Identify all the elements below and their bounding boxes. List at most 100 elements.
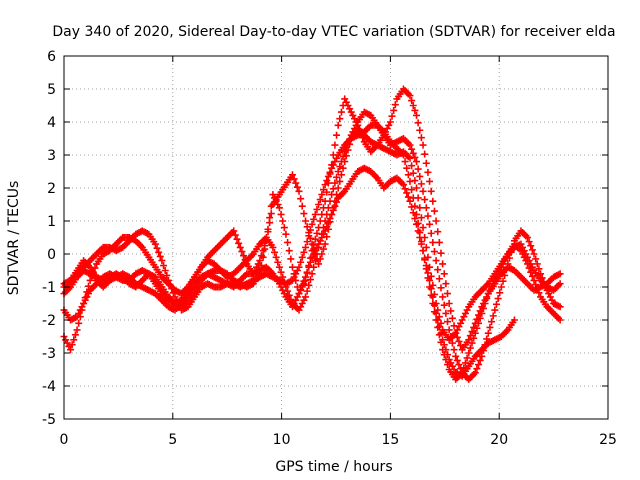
data-point-marker: [417, 134, 425, 142]
data-point-marker: [401, 158, 409, 166]
data-point-marker: [468, 328, 476, 336]
data-point-marker: [318, 191, 326, 199]
x-axis-label: GPS time / hours: [275, 459, 392, 475]
data-point-marker: [310, 263, 318, 271]
data-point-marker: [486, 323, 494, 331]
data-point-marker: [298, 202, 306, 210]
data-point-marker: [319, 204, 327, 212]
data-point-marker: [318, 250, 326, 258]
data-point-marker: [303, 287, 311, 295]
data-point-marker: [341, 158, 349, 166]
data-point-marker: [444, 361, 452, 369]
data-point-marker: [277, 210, 285, 218]
data-point-marker: [413, 158, 421, 166]
data-point-marker: [419, 141, 427, 149]
data-point-marker: [439, 260, 447, 268]
data-point-marker: [489, 312, 497, 320]
data-point-marker: [440, 270, 448, 278]
data-point-marker: [300, 248, 308, 256]
data-point-marker: [67, 346, 75, 354]
data-point-marker: [240, 252, 248, 260]
data-point-marker: [510, 316, 518, 324]
data-point-marker: [238, 248, 246, 256]
data-point-marker: [319, 245, 327, 253]
data-point-marker: [435, 238, 443, 246]
data-point-marker: [163, 271, 171, 279]
data-point-marker: [233, 235, 241, 243]
data-point-marker: [280, 224, 288, 232]
data-point-marker: [409, 169, 417, 177]
data-point-marker: [432, 257, 440, 265]
data-point-marker: [231, 231, 239, 239]
data-point-marker: [453, 356, 461, 364]
data-point-marker: [416, 172, 424, 180]
data-point-marker: [532, 255, 540, 263]
data-point-marker: [432, 316, 440, 324]
data-point-marker: [315, 260, 323, 268]
data-point-marker: [305, 281, 313, 289]
data-point-marker: [556, 280, 564, 288]
data-point-marker: [421, 150, 429, 158]
data-point-marker: [535, 265, 543, 273]
data-point-marker: [316, 255, 324, 263]
data-point-marker: [308, 220, 316, 228]
data-point-marker: [315, 201, 323, 208]
data-point-marker: [160, 262, 168, 270]
data-point-marker: [471, 319, 479, 327]
data-point-marker: [430, 290, 438, 298]
data-point-marker: [315, 243, 323, 251]
data-point-marker: [424, 253, 432, 261]
data-point-marker: [70, 336, 78, 344]
data-point-marker: [321, 197, 329, 205]
data-point-marker: [437, 284, 445, 292]
data-point-marker: [153, 244, 161, 252]
data-point-marker: [285, 247, 293, 255]
plot-frame: [63, 55, 609, 420]
data-point-marker: [429, 281, 437, 289]
data-point-marker: [411, 106, 419, 114]
data-point-marker: [256, 257, 264, 265]
data-point-marker: [424, 168, 432, 176]
data-point-marker: [439, 346, 447, 354]
data-point-marker: [151, 240, 159, 248]
y-tick-label: 1: [47, 214, 56, 230]
data-point-marker: [334, 184, 342, 192]
data-point-marker: [473, 315, 481, 323]
data-point-marker: [556, 303, 564, 311]
data-point-marker: [266, 214, 274, 222]
data-point-marker: [337, 108, 345, 116]
data-point-marker: [427, 229, 435, 237]
data-point-marker: [236, 243, 244, 251]
data-point-marker: [302, 293, 310, 301]
data-point-marker: [523, 234, 531, 241]
data-point-marker: [261, 245, 269, 253]
data-point-marker: [386, 118, 394, 126]
data-point-marker: [437, 338, 445, 346]
data-point-marker: [331, 179, 339, 187]
data-point-marker: [430, 207, 438, 215]
data-point-marker: [337, 171, 345, 179]
data-point-marker: [429, 238, 437, 246]
y-tick-label: -1: [42, 280, 56, 296]
data-point-marker: [411, 177, 419, 185]
data-point-marker: [311, 210, 319, 218]
data-point-marker: [475, 361, 483, 369]
data-point-marker: [450, 322, 458, 330]
data-point-marker: [414, 194, 422, 202]
y-tick-label: 5: [47, 82, 56, 98]
data-point-marker: [284, 238, 292, 246]
data-point-marker: [411, 153, 419, 161]
data-point-marker: [444, 318, 452, 326]
data-point-marker: [334, 168, 342, 175]
data-point-marker: [290, 175, 298, 183]
data-point-marker: [416, 126, 424, 134]
data-point-marker: [388, 112, 396, 120]
data-point-marker: [75, 319, 83, 327]
data-point-marker: [430, 248, 438, 256]
data-point-marker: [403, 164, 411, 172]
series-track-5: [60, 85, 564, 354]
data-point-marker: [282, 230, 290, 238]
data-point-marker: [406, 177, 414, 185]
data-point-marker: [306, 234, 314, 242]
data-point-marker: [315, 224, 323, 232]
